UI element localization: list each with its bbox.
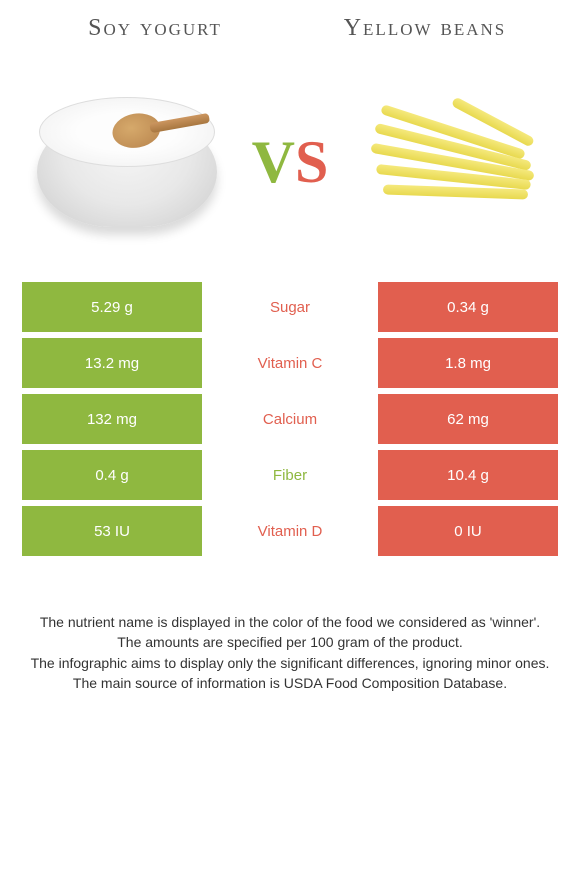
- table-row: 132 mgCalcium62 mg: [22, 394, 558, 444]
- left-image: [27, 72, 227, 252]
- footer-line: The main source of information is USDA F…: [20, 673, 560, 693]
- cell-left: 5.29 g: [22, 282, 202, 332]
- footer-line: The nutrient name is displayed in the co…: [20, 612, 560, 632]
- cell-nutrient: Vitamin C: [202, 338, 378, 388]
- cell-nutrient: Sugar: [202, 282, 378, 332]
- cell-left: 0.4 g: [22, 450, 202, 500]
- title-right: Yellow beans: [290, 15, 560, 42]
- cell-left: 13.2 mg: [22, 338, 202, 388]
- vs-s: S: [295, 129, 328, 195]
- footer-line: The infographic aims to display only the…: [20, 653, 560, 673]
- cell-left: 53 IU: [22, 506, 202, 556]
- footer-line: The amounts are specified per 100 gram o…: [20, 632, 560, 652]
- table-row: 13.2 mgVitamin C1.8 mg: [22, 338, 558, 388]
- cell-right: 10.4 g: [378, 450, 558, 500]
- table-row: 5.29 gSugar0.34 g: [22, 282, 558, 332]
- cell-left: 132 mg: [22, 394, 202, 444]
- vs-v: V: [252, 129, 295, 195]
- cell-right: 0 IU: [378, 506, 558, 556]
- cell-right: 1.8 mg: [378, 338, 558, 388]
- footer-notes: The nutrient name is displayed in the co…: [0, 562, 580, 713]
- vs-label: VS: [240, 128, 340, 197]
- cell-nutrient: Fiber: [202, 450, 378, 500]
- nutrient-table: 5.29 gSugar0.34 g13.2 mgVitamin C1.8 mg1…: [0, 282, 580, 556]
- table-row: 53 IUVitamin D0 IU: [22, 506, 558, 556]
- cell-nutrient: Vitamin D: [202, 506, 378, 556]
- right-image: [353, 72, 553, 252]
- images-row: VS: [0, 52, 580, 282]
- title-left: Soy yogurt: [20, 15, 290, 42]
- cell-nutrient: Calcium: [202, 394, 378, 444]
- cell-right: 62 mg: [378, 394, 558, 444]
- cell-right: 0.34 g: [378, 282, 558, 332]
- table-row: 0.4 gFiber10.4 g: [22, 450, 558, 500]
